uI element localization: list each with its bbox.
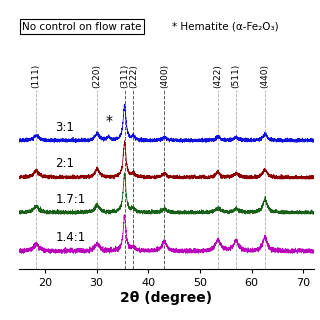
- Text: No control on flow rate: No control on flow rate: [22, 21, 141, 31]
- Text: (111): (111): [32, 64, 41, 88]
- Text: (400): (400): [160, 64, 169, 88]
- Text: (222): (222): [129, 64, 138, 88]
- Text: (220): (220): [93, 64, 102, 88]
- Text: 1.4:1: 1.4:1: [55, 231, 86, 244]
- Text: (311): (311): [120, 64, 129, 88]
- Text: *: *: [105, 114, 112, 128]
- Text: (422): (422): [213, 64, 222, 88]
- Text: * Hematite (α-Fe₂O₃): * Hematite (α-Fe₂O₃): [172, 21, 279, 31]
- Text: 3:1: 3:1: [55, 121, 74, 133]
- Text: (440): (440): [260, 64, 269, 88]
- Text: 1.7:1: 1.7:1: [55, 193, 86, 205]
- Text: 2:1: 2:1: [55, 157, 74, 171]
- X-axis label: 2θ (degree): 2θ (degree): [120, 291, 212, 305]
- Text: (511): (511): [232, 64, 241, 88]
